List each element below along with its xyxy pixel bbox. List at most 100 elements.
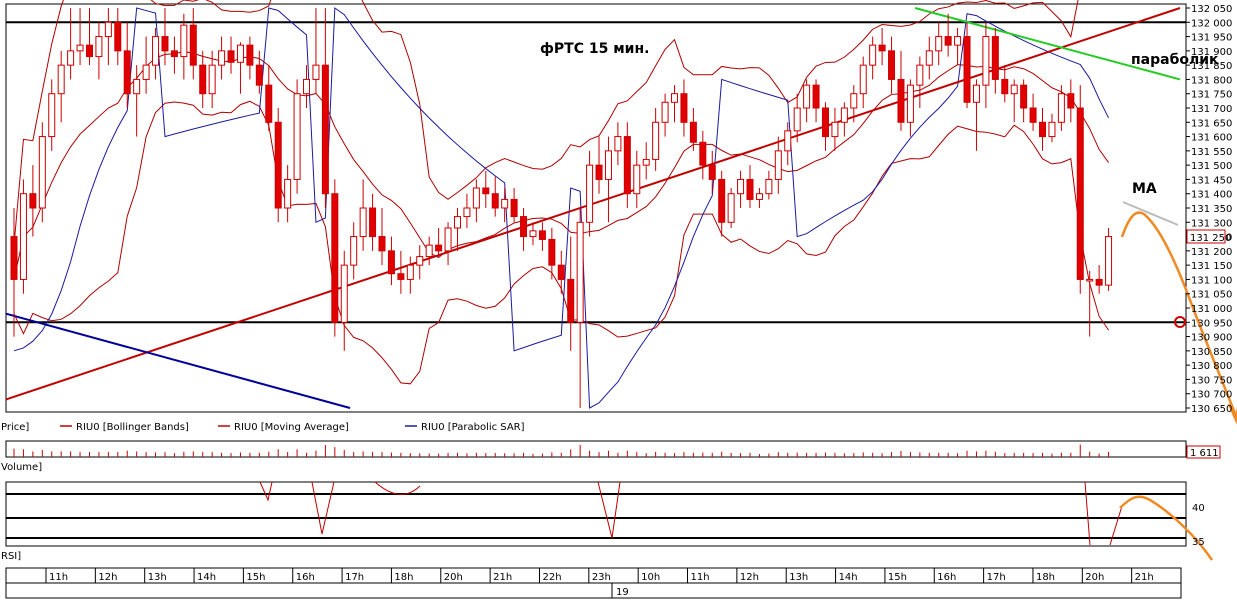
price-tick-label: 130 950	[1191, 318, 1232, 329]
price-tick-label: 131 750	[1191, 90, 1232, 101]
candle-body	[161, 36, 169, 52]
candle-body	[727, 193, 735, 223]
candle-body	[737, 178, 745, 195]
rsi-level-35-label: 35	[1192, 537, 1205, 548]
candle-body	[331, 193, 339, 323]
candle-body	[189, 24, 197, 66]
candle-body	[378, 236, 386, 252]
candle-body	[340, 264, 348, 323]
candle-body	[303, 78, 311, 95]
price-tick-label: 130 700	[1191, 390, 1232, 401]
candle-body	[831, 121, 839, 138]
rsi-line	[259, 481, 1123, 546]
candle-body	[406, 264, 414, 280]
price-tick-label: 130 800	[1191, 361, 1232, 372]
candle-body	[387, 250, 395, 275]
parabolic-annotation: параболик	[1131, 52, 1219, 68]
ma-arrow-line	[1122, 201, 1179, 226]
candle-body	[350, 236, 358, 266]
candle-body	[840, 107, 848, 123]
candle-body	[812, 84, 820, 109]
price-tick-label: 131 050	[1191, 290, 1232, 301]
candle-body	[38, 136, 46, 209]
candle-body	[859, 64, 867, 95]
price-tick-label: 131 450	[1191, 175, 1232, 186]
candle-body	[755, 193, 763, 200]
rsi-level-40-label: 40	[1192, 503, 1205, 514]
price-tick-label: 131 150	[1191, 261, 1232, 272]
candle-body	[246, 44, 254, 66]
candle-body	[1095, 278, 1103, 286]
price-tick-label: 131 900	[1191, 47, 1232, 58]
time-tick-label: 22h	[542, 572, 561, 583]
candle-body	[10, 236, 18, 280]
candle-body	[633, 164, 641, 195]
candle-body	[1029, 107, 1037, 123]
forecast-arrowhead	[1227, 403, 1237, 425]
price-tick-label: 131 850	[1191, 61, 1232, 72]
candle-body	[803, 84, 811, 109]
candle-body	[444, 227, 452, 252]
candle-body	[453, 216, 461, 229]
candle-body	[416, 256, 424, 266]
candle-body	[1057, 93, 1065, 123]
candle-body	[746, 178, 754, 200]
parabolic-trend-line	[914, 7, 1181, 81]
price-tick-label: 131 800	[1191, 75, 1232, 86]
candle-body	[916, 64, 924, 86]
candle-body	[57, 64, 65, 95]
time-tick-label: 16h	[937, 572, 956, 583]
legend-bb: RIU0 [Bollinger Bands]	[76, 422, 189, 433]
price-tick-label: 131 550	[1191, 147, 1232, 158]
candle-body	[199, 64, 207, 95]
time-tick-label: 20h	[444, 572, 463, 583]
candle-body	[482, 187, 490, 195]
price-tick-label: 132 000	[1191, 18, 1232, 29]
price-tick-label: 130 650	[1191, 404, 1232, 415]
volume-value: 1 611	[1190, 448, 1219, 459]
time-tick-label: 15h	[246, 572, 265, 583]
time-tick-label: 18h	[394, 572, 413, 583]
time-tick-label: 15h	[888, 572, 907, 583]
price-tick-label: 131 650	[1191, 118, 1232, 129]
time-tick-label: 13h	[789, 572, 808, 583]
price-tick-label: 131 350	[1191, 204, 1232, 215]
time-tick-label: 16h	[296, 572, 315, 583]
candle-body	[774, 150, 782, 180]
candle-body	[972, 84, 980, 103]
candle-body	[642, 158, 650, 166]
candle-body	[435, 244, 443, 252]
candle-body	[784, 130, 792, 152]
candle-body	[878, 44, 886, 52]
candle-body	[293, 93, 301, 180]
candle-body	[284, 178, 292, 209]
candle-body	[614, 136, 622, 152]
volume-label: Volume]	[1, 462, 42, 473]
legend-sar: RIU0 [Parabolic SAR]	[421, 422, 525, 433]
candle-body	[321, 64, 329, 195]
candle-body	[1001, 78, 1009, 95]
candle-body	[472, 187, 480, 209]
ma-annotation: MA	[1132, 181, 1157, 197]
time-tick-label: 21h	[493, 572, 512, 583]
candle-body	[1067, 93, 1075, 109]
current-price-label: 131 250	[1190, 233, 1231, 244]
candle-body	[255, 64, 263, 86]
candle-body	[1076, 107, 1084, 280]
candle-body	[661, 101, 669, 123]
time-tick-label: 13h	[148, 572, 167, 583]
candle-body	[274, 121, 282, 209]
price-tick-label: 131 000	[1191, 304, 1232, 315]
legend-ma: RIU0 [Moving Average]	[234, 422, 349, 433]
time-tick-label: 14h	[197, 572, 216, 583]
candle-body	[699, 141, 707, 166]
time-tick-label: 20h	[1085, 572, 1104, 583]
candle-body	[520, 216, 528, 238]
volume-bars	[13, 444, 1110, 457]
candle-body	[1105, 236, 1113, 286]
candle-body	[67, 50, 75, 66]
date-label: 19	[616, 587, 629, 598]
candle-body	[142, 64, 150, 80]
candle-body	[850, 93, 858, 109]
